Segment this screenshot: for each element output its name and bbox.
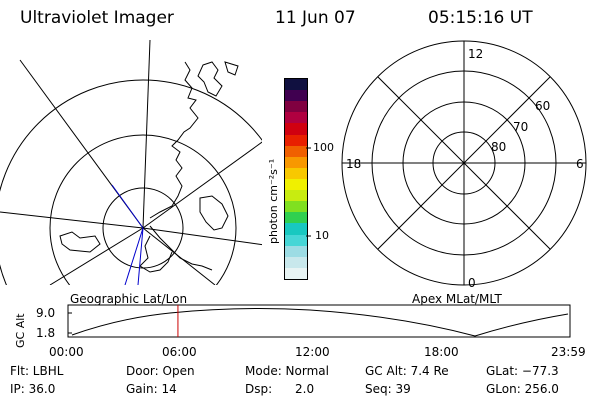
glon-value: GLon: 256.0: [486, 382, 559, 396]
mlat-label-60: 60: [535, 99, 550, 113]
colorbar-ticks: [306, 147, 311, 237]
footprint-line: [111, 184, 144, 229]
dsp-value: Dsp: 2.0: [245, 382, 315, 396]
colorbar-segment: [285, 145, 307, 157]
glat-value: GLat: −77.3: [486, 364, 559, 378]
date-label: 11 Jun 07: [275, 8, 356, 28]
meridian-line: [142, 141, 262, 229]
coastline: [224, 61, 239, 76]
colorbar-segment: [285, 79, 307, 91]
mlt-label-0: 0: [468, 276, 476, 290]
time-label: 05:15:16 UT: [428, 8, 533, 28]
orbit-altitude-curve: [71, 308, 569, 337]
colorbar-segment: [285, 212, 307, 224]
meridian-line: [142, 40, 151, 229]
orbit-altitude-plot: [67, 304, 571, 338]
xtick-0600: 06:00: [162, 345, 197, 359]
ytick-bottom: 1.8: [36, 326, 56, 340]
mlt-label-6: 6: [576, 157, 584, 171]
filter-value: Flt: LBHL: [10, 364, 64, 378]
colorbar-segment: [285, 123, 307, 135]
colorbar-tick-100: 100: [313, 141, 334, 154]
colorbar-unit-label: photon cm⁻²s⁻¹: [267, 158, 280, 244]
colorbar-segment: [285, 134, 307, 146]
meridian-line: [0, 211, 144, 229]
seq-value: Seq: 39: [365, 382, 411, 396]
colorbar-segment: [285, 167, 307, 180]
coastline: [149, 61, 199, 219]
apex-label: Apex MLat/MLT: [412, 292, 502, 306]
mlt-label-18: 18: [346, 157, 361, 171]
mode-value: Mode: Normal: [245, 364, 329, 378]
gc-alt-axis-label: GC Alt: [14, 313, 27, 348]
mlt-label-12: 12: [468, 47, 483, 61]
gc-alt-value: GC Alt: 7.4 Re: [365, 364, 449, 378]
coastline: [199, 195, 229, 231]
xtick-1800: 18:00: [424, 345, 459, 359]
colorbar-segment: [285, 267, 307, 279]
coastline: [139, 235, 173, 273]
mlat-mlt-plot: 12 18 6 0 60 70 80: [341, 40, 587, 290]
colorbar-segment: [285, 190, 307, 202]
colorbar-segment: [285, 245, 307, 257]
coastline: [197, 61, 223, 97]
door-value: Door: Open: [126, 364, 195, 378]
colorbar-segment: [285, 201, 307, 213]
coastline: [149, 225, 213, 271]
mlat-label-70: 70: [513, 120, 528, 134]
colorbar-segment: [285, 90, 307, 102]
lat-circle-mid: [49, 134, 237, 285]
colorbar-segment: [285, 101, 307, 113]
gain-value: Gain: 14: [126, 382, 177, 396]
footprint-line: [137, 227, 144, 285]
colorbar-segment: [285, 223, 307, 235]
xtick-0000: 00:00: [49, 345, 84, 359]
lat-circle-outer: [0, 79, 262, 285]
mlt-diagonal: [377, 76, 551, 250]
colorbar-segment: [285, 112, 307, 124]
footprint-line: [124, 227, 144, 285]
orbit-plot-frame: [67, 304, 571, 338]
xtick-2359: 23:59: [551, 345, 586, 359]
ip-value: IP: 36.0: [10, 382, 56, 396]
colorbar-segment: [285, 234, 307, 246]
meridian-line: [142, 227, 262, 246]
colorbar-segment: [285, 256, 307, 268]
geographic-map: [0, 40, 262, 285]
colorbar: [284, 78, 308, 280]
geographic-label: Geographic Lat/Lon: [70, 292, 188, 306]
colorbar-segment: [285, 156, 307, 168]
coastline: [59, 231, 101, 253]
ytick-top: 9.0: [36, 306, 56, 320]
meridian-line: [49, 227, 144, 285]
colorbar-tick-10: 10: [315, 229, 329, 242]
instrument-title: Ultraviolet Imager: [20, 8, 174, 28]
colorbar-segment: [285, 179, 307, 191]
xtick-1200: 12:00: [295, 345, 330, 359]
mlat-label-80: 80: [491, 140, 506, 154]
